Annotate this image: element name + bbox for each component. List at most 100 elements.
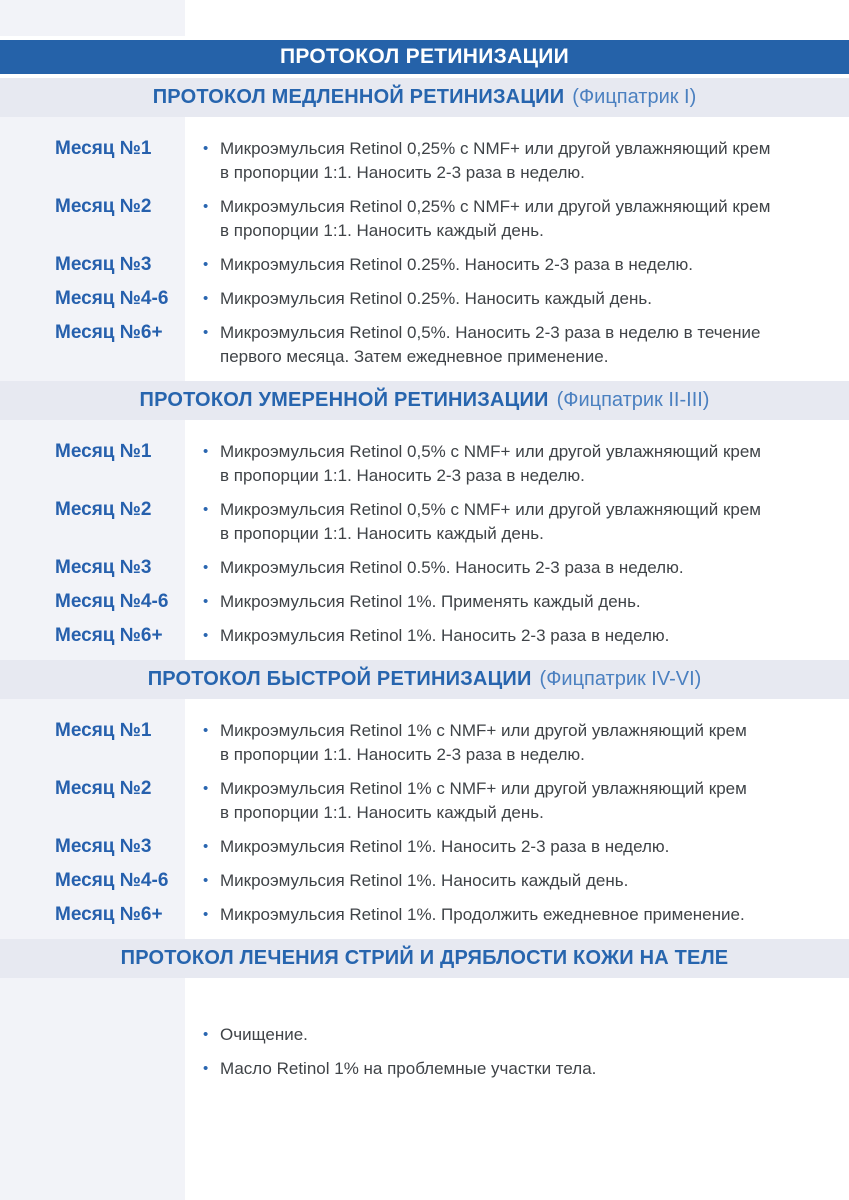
section-rows: Месяц №1 • Микроэмульсия Retinol 0,5% с … — [0, 420, 849, 660]
protocol-row: Месяц №6+ • Микроэмульсия Retinol 1%. Пр… — [0, 903, 849, 927]
section-subtitle: (Фицпатрик I) — [572, 86, 697, 108]
bullet-item: • Микроэмульсия Retinol 1%. Наносить каж… — [203, 869, 628, 893]
bullet-item: • Микроэмульсия Retinol 1%. Продолжить е… — [203, 903, 745, 927]
month-label: Месяц №4-6 — [55, 288, 169, 309]
bullet-icon: • — [203, 559, 209, 576]
protocol-row: • Масло Retinol 1% на проблемные участки… — [0, 1057, 849, 1081]
month-label: Месяц №4-6 — [55, 591, 169, 612]
protocol-row: Месяц №3 • Микроэмульсия Retinol 0.25%. … — [0, 253, 849, 277]
month-label: Месяц №2 — [55, 778, 152, 799]
instruction-text: Микроэмульсия Retinol 0,5% с NMF+ или др… — [220, 500, 761, 543]
protocol-row: Месяц №1 • Микроэмульсия Retinol 0,25% с… — [0, 137, 849, 185]
bullet-item: • Микроэмульсия Retinol 1% с NMF+ или др… — [203, 777, 747, 825]
instruction-text: Микроэмульсия Retinol 1%. Наносить кажды… — [220, 871, 629, 890]
divider-line — [0, 74, 849, 78]
protocol-section: ПРОТОКОЛ ЛЕЧЕНИЯ СТРИЙ И ДРЯБЛОСТИ КОЖИ … — [0, 939, 849, 1093]
section-rows: Месяц №1 • Микроэмульсия Retinol 0,25% с… — [0, 117, 849, 381]
bullet-item: • Микроэмульсия Retinol 0,5% с NMF+ или … — [203, 440, 761, 488]
protocol-row: Месяц №1 • Микроэмульсия Retinol 1% с NM… — [0, 719, 849, 767]
bullet-item: • Микроэмульсия Retinol 0.25%. Наносить … — [203, 253, 693, 277]
bullet-item: • Микроэмульсия Retinol 0,25% с NMF+ или… — [203, 137, 770, 185]
instruction-text: Масло Retinol 1% на проблемные участки т… — [220, 1059, 597, 1078]
month-label: Месяц №1 — [55, 441, 152, 462]
protocol-row: • Очищение. — [0, 1023, 849, 1047]
instruction-text: Микроэмульсия Retinol 1%. Наносить 2-3 р… — [220, 626, 670, 645]
bullet-icon: • — [203, 140, 209, 157]
bullet-icon: • — [203, 780, 209, 797]
bullet-item: • Микроэмульсия Retinol 0,25% с NMF+ или… — [203, 195, 770, 243]
month-label: Месяц №3 — [55, 254, 152, 275]
bullet-icon: • — [203, 1060, 209, 1077]
bullet-icon: • — [203, 1026, 209, 1043]
page-title: ПРОТОКОЛ РЕТИНИЗАЦИИ — [279, 45, 570, 68]
instruction-text: Микроэмульсия Retinol 1% с NMF+ или друг… — [220, 779, 747, 822]
protocol-row: Месяц №4-6 • Микроэмульсия Retinol 1%. Н… — [0, 869, 849, 893]
section-rows: Месяц №1 • Микроэмульсия Retinol 1% с NM… — [0, 699, 849, 939]
bullet-item: • Микроэмульсия Retinol 1% с NMF+ или др… — [203, 719, 747, 767]
document-content: ПРОТОКОЛ РЕТИНИЗАЦИИ ПРОТОКОЛ МЕДЛЕННОЙ … — [0, 0, 849, 1093]
bullet-icon: • — [203, 443, 209, 460]
protocol-section: ПРОТОКОЛ БЫСТРОЙ РЕТИНИЗАЦИИ (Фицпатрик … — [0, 660, 849, 939]
section-rows: • Очищение. • Масло Retinol 1% на пробле… — [0, 978, 849, 1093]
bullet-icon: • — [203, 324, 209, 341]
bullet-icon: • — [203, 501, 209, 518]
bullet-item: • Масло Retinol 1% на проблемные участки… — [203, 1057, 596, 1081]
bullet-icon: • — [203, 593, 209, 610]
month-label: Месяц №4-6 — [55, 870, 169, 891]
bullet-icon: • — [203, 838, 209, 855]
protocol-row: Месяц №2 • Микроэмульсия Retinol 0,25% с… — [0, 195, 849, 243]
month-label: Месяц №2 — [55, 196, 152, 217]
instruction-text: Очищение. — [220, 1025, 308, 1044]
protocol-row: Месяц №2 • Микроэмульсия Retinol 1% с NM… — [0, 777, 849, 825]
section-title: ПРОТОКОЛ УМЕРЕННОЙ РЕТИНИЗАЦИИ — [139, 389, 549, 411]
section-title: ПРОТОКОЛ ЛЕЧЕНИЯ СТРИЙ И ДРЯБЛОСТИ КОЖИ … — [120, 947, 729, 969]
month-label: Месяц №1 — [55, 720, 152, 741]
protocol-row: Месяц №4-6 • Микроэмульсия Retinol 0.25%… — [0, 287, 849, 311]
bullet-item: • Микроэмульсия Retinol 0.25%. Наносить … — [203, 287, 652, 311]
protocol-row: Месяц №6+ • Микроэмульсия Retinol 0,5%. … — [0, 321, 849, 369]
main-title-bar: ПРОТОКОЛ РЕТИНИЗАЦИИ — [0, 40, 849, 74]
protocol-row: Месяц №1 • Микроэмульсия Retinol 0,5% с … — [0, 440, 849, 488]
instruction-text: Микроэмульсия Retinol 0,5% с NMF+ или др… — [220, 442, 761, 485]
section-title: ПРОТОКОЛ БЫСТРОЙ РЕТИНИЗАЦИИ — [147, 668, 532, 690]
bullet-item: • Микроэмульсия Retinol 0,5%. Наносить 2… — [203, 321, 760, 369]
protocol-section: ПРОТОКОЛ МЕДЛЕННОЙ РЕТИНИЗАЦИИ (Фицпатри… — [0, 78, 849, 381]
month-label: Месяц №6+ — [55, 904, 163, 925]
instruction-text: Микроэмульсия Retinol 0.5%. Наносить 2-3… — [220, 558, 684, 577]
instruction-text: Микроэмульсия Retinol 0,25% с NMF+ или д… — [220, 197, 771, 240]
bullet-item: • Микроэмульсия Retinol 1%. Применять ка… — [203, 590, 641, 614]
month-label: Месяц №2 — [55, 499, 152, 520]
bullet-icon: • — [203, 872, 209, 889]
bullet-icon: • — [203, 722, 209, 739]
protocol-row: Месяц №4-6 • Микроэмульсия Retinol 1%. П… — [0, 590, 849, 614]
section-subtitle: (Фицпатрик II-III) — [556, 389, 710, 411]
bullet-icon: • — [203, 627, 209, 644]
month-label: Месяц №3 — [55, 836, 152, 857]
bullet-item: • Микроэмульсия Retinol 1%. Наносить 2-3… — [203, 624, 669, 648]
bullet-item: • Микроэмульсия Retinol 0.5%. Наносить 2… — [203, 556, 684, 580]
left-accent-strip — [0, 0, 185, 1200]
section-header-bar: ПРОТОКОЛ МЕДЛЕННОЙ РЕТИНИЗАЦИИ (Фицпатри… — [0, 78, 849, 117]
protocol-row: Месяц №3 • Микроэмульсия Retinol 0.5%. Н… — [0, 556, 849, 580]
month-label: Месяц №3 — [55, 557, 152, 578]
month-label: Месяц №6+ — [55, 322, 163, 343]
instruction-text: Микроэмульсия Retinol 0,25% с NMF+ или д… — [220, 139, 771, 182]
section-header-bar: ПРОТОКОЛ ЛЕЧЕНИЯ СТРИЙ И ДРЯБЛОСТИ КОЖИ … — [0, 939, 849, 978]
bullet-item: • Микроэмульсия Retinol 1%. Наносить 2-3… — [203, 835, 669, 859]
instruction-text: Микроэмульсия Retinol 1% с NMF+ или друг… — [220, 721, 747, 764]
bullet-icon: • — [203, 290, 209, 307]
instruction-text: Микроэмульсия Retinol 0.25%. Наносить ка… — [220, 289, 652, 308]
bullet-item: • Очищение. — [203, 1023, 308, 1047]
protocol-row: Месяц №3 • Микроэмульсия Retinol 1%. Нан… — [0, 835, 849, 859]
instruction-text: Микроэмульсия Retinol 1%. Применять кажд… — [220, 592, 641, 611]
protocol-row: Месяц №6+ • Микроэмульсия Retinol 1%. На… — [0, 624, 849, 648]
protocol-row: Месяц №2 • Микроэмульсия Retinol 0,5% с … — [0, 498, 849, 546]
section-header-bar: ПРОТОКОЛ БЫСТРОЙ РЕТИНИЗАЦИИ (Фицпатрик … — [0, 660, 849, 699]
bullet-icon: • — [203, 198, 209, 215]
protocol-section: ПРОТОКОЛ УМЕРЕННОЙ РЕТИНИЗАЦИИ (Фицпатри… — [0, 381, 849, 660]
top-spacer — [0, 0, 849, 36]
month-label: Месяц №6+ — [55, 625, 163, 646]
bullet-item: • Микроэмульсия Retinol 0,5% с NMF+ или … — [203, 498, 761, 546]
section-subtitle: (Фицпатрик IV-VI) — [539, 668, 702, 690]
